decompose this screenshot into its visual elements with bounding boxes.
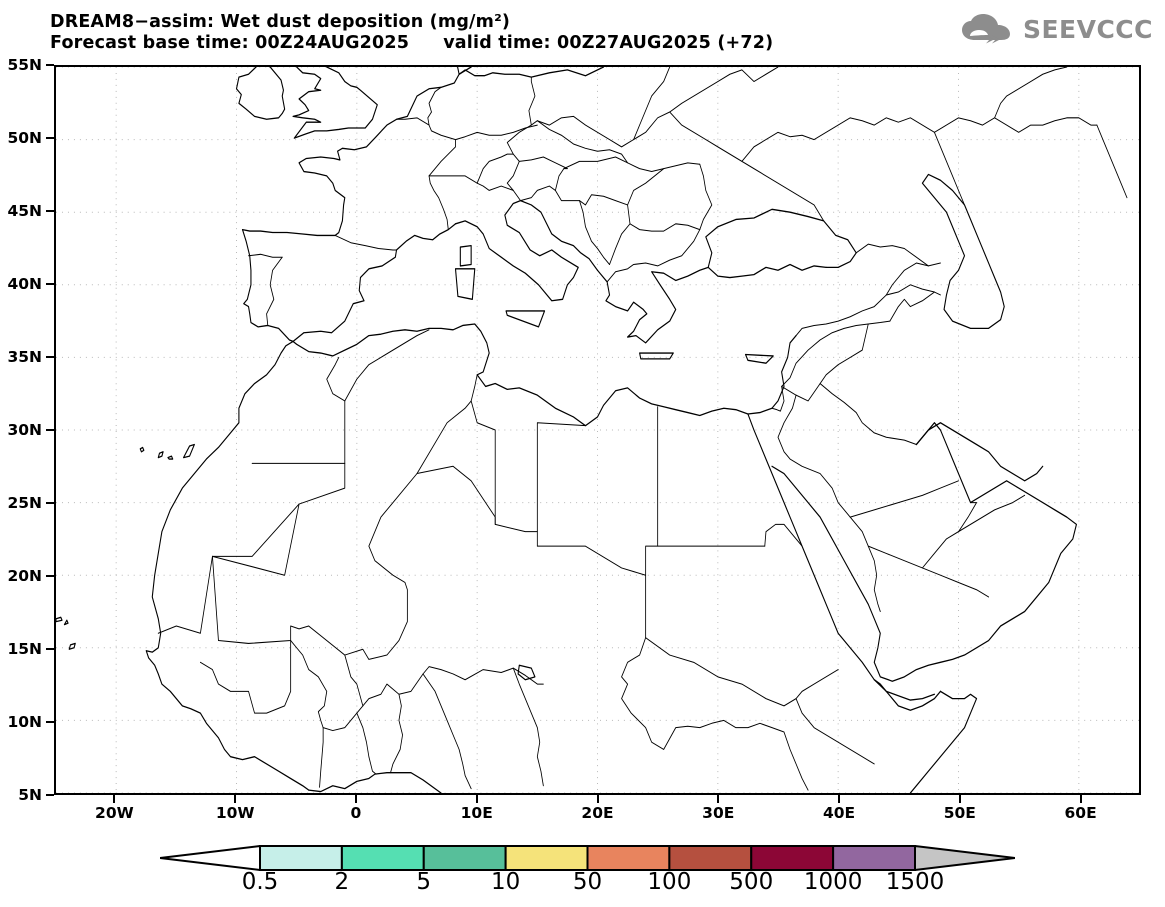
title-line-2: Forecast base time: 00Z24AUG2025 valid ti…: [50, 33, 950, 54]
colorbar-level-label: 0.5: [241, 869, 279, 895]
x-tick-mark: [838, 795, 841, 803]
seevccc-logo: SEEVCCC: [961, 14, 1153, 44]
colorbar-over-arrow: [914, 845, 1015, 871]
colorbar-level-label: 10: [490, 869, 521, 895]
colorbar-level-label: 1500: [885, 869, 945, 895]
page-title: DREAM8−assim: Wet dust deposition (mg/m²…: [50, 12, 950, 54]
y-tick-mark: [46, 429, 54, 431]
colorbar-swatch: [259, 845, 343, 871]
colorbar-swatch: [340, 845, 425, 871]
colorbar-level-label: 50: [572, 869, 603, 895]
colorbar-swatch: [586, 845, 671, 871]
x-tick-label-20e: 20E: [581, 804, 614, 822]
y-tick-label-50n: 50N: [7, 129, 42, 147]
y-tick-mark: [46, 210, 54, 212]
y-tick-mark: [46, 64, 54, 66]
colorbar-swatch: [832, 845, 916, 871]
x-tick-mark: [234, 795, 237, 803]
cloud-icon: [961, 14, 1010, 44]
colorbar-labels: 0.5 2 5 10 50 100 500 1000 1500: [160, 869, 1015, 899]
y-tick-label-10n: 10N: [7, 713, 42, 731]
y-tick-mark: [46, 137, 54, 139]
colorbar[interactable]: [160, 845, 1015, 871]
x-tick-label-20w: 20W: [95, 804, 134, 822]
x-tick-mark: [354, 795, 357, 803]
y-tick-mark: [46, 502, 54, 504]
title-line-1: DREAM8−assim: Wet dust deposition (mg/m²…: [50, 12, 511, 32]
x-tick-mark: [958, 795, 961, 803]
colorbar-swatch: [668, 845, 753, 871]
y-tick-mark: [46, 356, 54, 358]
x-tick-label-60e: 60E: [1064, 804, 1097, 822]
y-tick-label-30n: 30N: [7, 421, 42, 439]
x-tick-mark: [1079, 795, 1082, 803]
colorbar-swatch: [422, 845, 507, 871]
y-tick-mark: [46, 283, 54, 285]
x-tick-mark: [596, 795, 599, 803]
colorbar-level-label: 5: [416, 869, 432, 895]
x-tick-label-50e: 50E: [943, 804, 976, 822]
logo-text: SEEVCCC: [1022, 14, 1153, 44]
y-tick-label-35n: 35N: [7, 348, 42, 366]
x-tick-label-30e: 30E: [702, 804, 735, 822]
colorbar-swatch: [750, 845, 835, 871]
x-tick-mark: [475, 795, 478, 803]
y-tick-label-45n: 45N: [7, 202, 42, 220]
y-tick-label-15n: 15N: [7, 640, 42, 658]
x-tick-label-0: 0: [350, 804, 362, 822]
y-tick-label-5n: 5N: [18, 786, 42, 804]
y-tick-label-55n: 55N: [7, 56, 42, 74]
colorbar-swatch: [504, 845, 589, 871]
valid-time: valid time: 00Z27AUG2025 (+72): [443, 33, 774, 53]
map-plot-area[interactable]: [54, 65, 1141, 795]
colorbar-under-arrow: [160, 845, 261, 871]
x-tick-label-10e: 10E: [460, 804, 493, 822]
y-tick-mark: [46, 794, 54, 796]
colorbar-level-label: 1000: [803, 869, 863, 895]
forecast-base-time: Forecast base time: 00Z24AUG2025: [50, 33, 410, 53]
colorbar-level-label: 500: [729, 869, 774, 895]
y-tick-label-20n: 20N: [7, 567, 42, 585]
y-tick-label-25n: 25N: [7, 494, 42, 512]
y-tick-mark: [46, 648, 54, 650]
y-tick-mark: [46, 575, 54, 577]
map-coastlines: [56, 67, 1128, 793]
x-tick-mark: [717, 795, 720, 803]
colorbar-level-label: 100: [647, 869, 692, 895]
x-tick-label-10w: 10W: [215, 804, 255, 822]
x-tick-label-40e: 40E: [822, 804, 856, 822]
y-tick-mark: [46, 721, 54, 723]
x-tick-mark: [113, 795, 116, 803]
colorbar-level-label: 2: [334, 869, 350, 895]
y-tick-label-40n: 40N: [7, 275, 42, 293]
colorbar-swatches: [160, 845, 1015, 871]
